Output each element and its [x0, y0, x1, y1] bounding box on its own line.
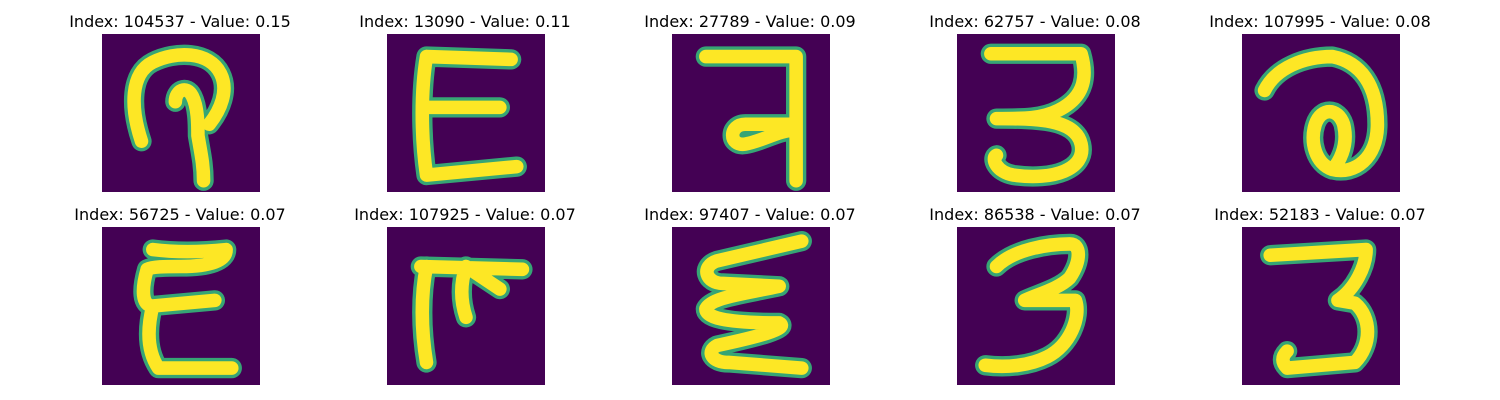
panel-title: Index: 86538 - Value: 0.07 [929, 205, 1141, 224]
glyph-image [387, 34, 545, 192]
glyph-image [102, 34, 260, 192]
panel-title: Index: 107925 - Value: 0.07 [354, 205, 576, 224]
glyph-image [672, 227, 830, 385]
panel-title: Index: 104537 - Value: 0.15 [69, 12, 291, 31]
panel-title: Index: 27789 - Value: 0.09 [644, 12, 856, 31]
glyph-image [957, 34, 1115, 192]
panel-title: Index: 62757 - Value: 0.08 [929, 12, 1141, 31]
glyph-image [1242, 227, 1400, 385]
glyph-image [672, 34, 830, 192]
panel-title: Index: 107995 - Value: 0.08 [1209, 12, 1431, 31]
glyph-image [1242, 34, 1400, 192]
panel-title: Index: 13090 - Value: 0.11 [359, 12, 571, 31]
panel-title: Index: 97407 - Value: 0.07 [644, 205, 856, 224]
glyph-image [387, 227, 545, 385]
glyph-image [957, 227, 1115, 385]
panel-title: Index: 56725 - Value: 0.07 [74, 205, 286, 224]
panel-title: Index: 52183 - Value: 0.07 [1214, 205, 1426, 224]
glyph-image [102, 227, 260, 385]
